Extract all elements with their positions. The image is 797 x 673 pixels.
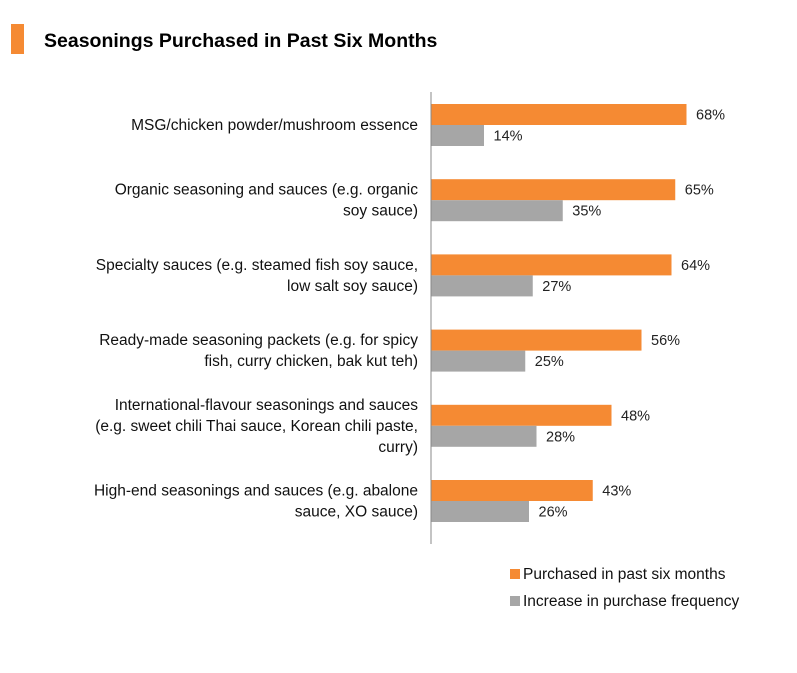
category-label-2-line-1: Organic seasoning and sauces (e.g. organ… <box>115 182 419 199</box>
data-label-purchased-6: 43% <box>602 484 631 500</box>
bar-increase-4 <box>431 350 526 372</box>
category-label-3-line-2: low salt soy sauce) <box>287 278 418 295</box>
category-label-4-line-2: fish, curry chicken, bak kut teh) <box>204 353 418 370</box>
bar-increase-3 <box>431 275 533 297</box>
data-label-increase-3: 27% <box>542 279 571 295</box>
bar-purchased-2 <box>431 179 676 201</box>
bar-purchased-5 <box>431 404 612 426</box>
bar-increase-5 <box>431 425 537 447</box>
data-label-purchased-4: 56% <box>651 333 680 349</box>
data-label-increase-5: 28% <box>546 429 575 445</box>
category-label-6-line-1: High-end seasonings and sauces (e.g. aba… <box>94 483 418 500</box>
category-label-5-line-2: (e.g. sweet chili Thai sauce, Korean chi… <box>95 418 418 435</box>
bar-purchased-6 <box>431 480 593 501</box>
bar-increase-6 <box>431 501 529 522</box>
bar-increase-2 <box>431 200 563 222</box>
title-marker <box>11 24 24 54</box>
legend-label-purchased: Purchased in past six months <box>523 566 726 583</box>
legend-label-increase: Increase in purchase frequency <box>523 593 740 610</box>
data-label-purchased-3: 64% <box>681 258 710 274</box>
data-label-purchased-1: 68% <box>696 108 725 124</box>
category-label-2-line-2: soy sauce) <box>343 203 418 220</box>
data-label-increase-6: 26% <box>539 505 568 521</box>
chart-title: Seasonings Purchased in Past Six Months <box>44 30 438 52</box>
data-label-purchased-2: 65% <box>685 183 714 199</box>
legend-swatch-increase <box>510 596 520 606</box>
data-label-increase-4: 25% <box>535 354 564 370</box>
category-label-6-line-2: sauce, XO sauce) <box>295 504 418 521</box>
legend-swatch-purchased <box>510 569 520 579</box>
data-label-increase-2: 35% <box>572 204 601 220</box>
category-label-5-line-1: International-flavour seasonings and sau… <box>115 397 419 414</box>
bar-purchased-4 <box>431 329 642 351</box>
bar-purchased-1 <box>431 104 687 125</box>
bar-increase-1 <box>431 125 484 146</box>
data-label-increase-1: 14% <box>494 129 523 145</box>
category-label-3-line-1: Specialty sauces (e.g. steamed fish soy … <box>96 257 418 274</box>
data-label-purchased-5: 48% <box>621 408 650 424</box>
category-label-4-line-1: Ready-made seasoning packets (e.g. for s… <box>99 332 418 349</box>
category-label-1: MSG/chicken powder/mushroom essence <box>131 117 418 134</box>
category-label-5-line-3: curry) <box>378 439 418 456</box>
bar-purchased-3 <box>431 254 672 276</box>
